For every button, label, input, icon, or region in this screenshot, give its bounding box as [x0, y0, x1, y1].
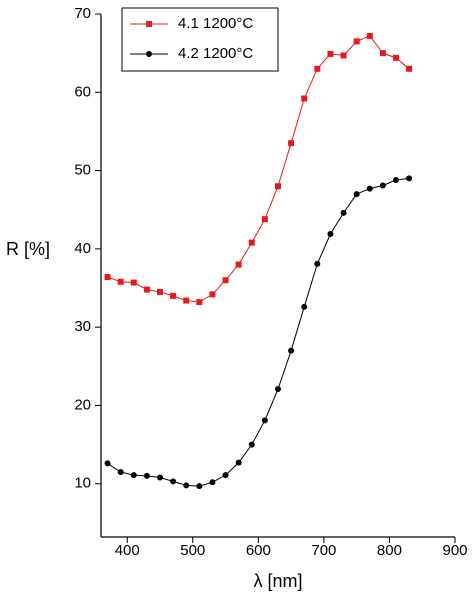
marker	[379, 182, 386, 189]
marker	[340, 209, 347, 216]
marker	[261, 417, 268, 424]
x-tick-label: 900	[442, 542, 467, 559]
x-tick-label: 600	[246, 542, 271, 559]
marker	[209, 479, 216, 486]
marker	[275, 183, 281, 190]
marker	[393, 54, 399, 61]
y-tick-label: 40	[74, 240, 91, 257]
marker	[314, 260, 321, 267]
marker	[327, 50, 334, 57]
marker	[170, 292, 177, 299]
marker	[275, 386, 281, 393]
marker	[196, 299, 203, 306]
marker	[248, 239, 255, 246]
marker	[301, 303, 308, 310]
marker	[366, 32, 373, 39]
marker	[393, 176, 399, 183]
marker	[130, 472, 137, 479]
marker	[261, 216, 268, 223]
marker	[353, 191, 360, 198]
marker	[288, 140, 295, 147]
marker	[406, 65, 413, 72]
y-axis-title: R [%]	[6, 239, 50, 259]
marker	[117, 278, 124, 285]
marker	[183, 297, 190, 304]
marker	[130, 279, 137, 286]
marker	[379, 50, 386, 57]
y-tick-label: 20	[74, 396, 91, 413]
marker	[327, 231, 334, 238]
marker	[235, 459, 242, 466]
x-axis-title: λ [nm]	[253, 571, 302, 591]
marker	[301, 95, 308, 102]
marker	[146, 21, 152, 27]
marker	[248, 441, 255, 448]
x-tick-label: 500	[180, 542, 205, 559]
marker	[183, 482, 190, 489]
x-tick-label: 700	[311, 542, 336, 559]
y-tick-label: 30	[74, 318, 91, 335]
marker	[235, 261, 242, 268]
x-tick-label: 800	[377, 542, 402, 559]
marker	[196, 483, 203, 490]
marker	[314, 65, 321, 72]
marker	[104, 460, 111, 467]
marker	[170, 478, 177, 485]
marker	[353, 38, 360, 45]
marker	[406, 175, 413, 182]
x-tick-label: 400	[115, 542, 140, 559]
marker	[366, 185, 373, 192]
marker	[340, 52, 347, 59]
marker	[157, 288, 163, 295]
y-tick-label: 10	[74, 475, 91, 492]
legend-box	[121, 7, 279, 72]
legend-label: 4.2 1200°C	[178, 45, 253, 62]
legend-label: 4.1 1200°C	[178, 15, 253, 32]
marker	[222, 472, 229, 479]
y-tick-label: 60	[74, 83, 91, 100]
series-line	[107, 35, 410, 303]
marker	[222, 277, 229, 284]
marker	[143, 472, 150, 479]
marker	[104, 274, 111, 281]
marker	[157, 474, 163, 481]
marker	[209, 291, 216, 298]
y-tick-label: 70	[74, 5, 91, 22]
series-line	[107, 177, 410, 487]
marker	[288, 347, 295, 354]
y-tick-label: 50	[74, 162, 91, 179]
marker	[143, 286, 150, 293]
marker	[146, 51, 152, 57]
marker	[117, 469, 124, 476]
